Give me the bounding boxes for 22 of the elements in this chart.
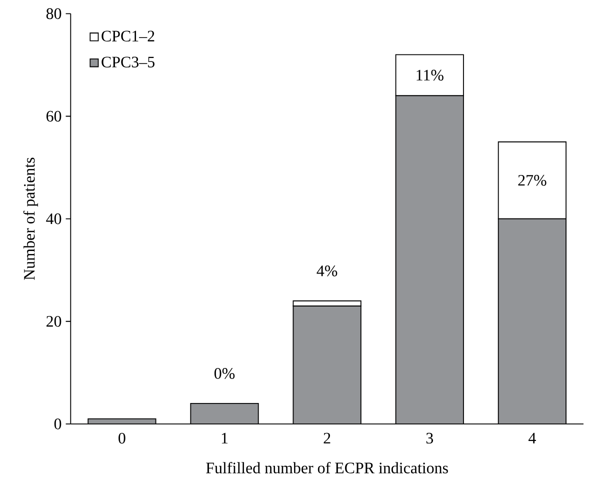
y-axis-title: Number of patients — [23, 158, 38, 280]
bar — [498, 218, 567, 424]
y-tick-label: 60 — [46, 111, 62, 122]
y-tick-label: 80 — [46, 8, 62, 20]
x-tick-label: 3 — [426, 433, 434, 444]
x-tick-label: 2 — [324, 433, 330, 444]
bar — [293, 306, 361, 424]
annotation: 0% — [214, 368, 235, 380]
legend-label: CPC1–2 — [102, 30, 154, 42]
annotation: 27% — [518, 175, 546, 186]
annotation: 4% — [316, 266, 338, 277]
bar — [190, 404, 258, 424]
x-axis-title: Fulfilled number of ECPR indications — [206, 462, 448, 474]
bar — [396, 96, 464, 424]
x-tick-label: 1 — [222, 433, 228, 444]
annotation: 11% — [416, 70, 444, 81]
y-tick-label: 20 — [46, 316, 62, 327]
x-tick-label: 0 — [118, 433, 126, 444]
y-tick-label: 40 — [46, 214, 62, 224]
y-tick-label: 0 — [54, 418, 62, 430]
legend-label: CPC3–5 — [102, 56, 154, 68]
x-tick-label: 4 — [528, 433, 536, 444]
